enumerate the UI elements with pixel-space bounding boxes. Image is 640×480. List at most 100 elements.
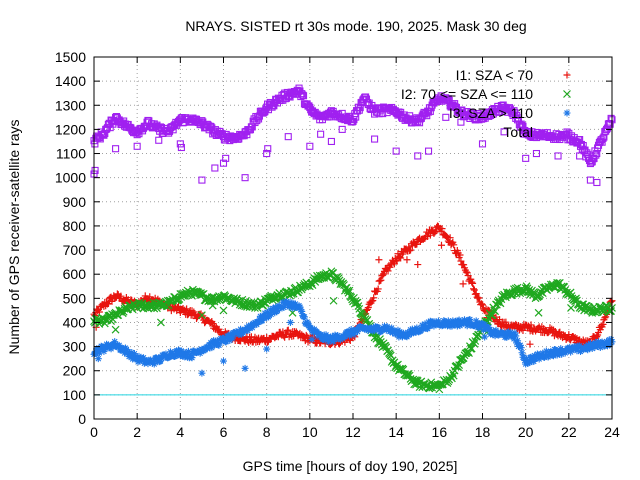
data-point	[285, 303, 293, 311]
data-point	[171, 352, 179, 360]
data-point-glyph	[404, 328, 412, 336]
data-point	[413, 324, 421, 332]
data-point-glyph	[452, 320, 460, 328]
data-point-glyph	[502, 318, 510, 326]
data-point	[127, 352, 135, 360]
data-point-glyph	[188, 354, 196, 362]
outlier-point	[220, 357, 227, 365]
data-point	[374, 285, 382, 293]
data-point-glyph	[175, 302, 183, 310]
data-point-glyph	[512, 332, 520, 340]
x-tick-label: 12	[345, 424, 361, 440]
data-point	[572, 294, 580, 303]
data-point	[386, 351, 395, 360]
data-point	[514, 337, 522, 345]
outlier-point	[567, 304, 575, 312]
data-point-glyph	[405, 331, 413, 339]
data-point-glyph	[482, 325, 490, 333]
data-point-glyph	[374, 285, 382, 293]
data-point	[393, 330, 401, 338]
data-point-glyph	[478, 300, 486, 308]
outlier-point-glyph	[208, 301, 217, 310]
data-point-glyph	[100, 347, 108, 355]
data-point	[512, 332, 520, 340]
data-point-glyph	[319, 335, 327, 343]
data-point	[215, 341, 223, 349]
data-point-glyph	[481, 321, 489, 329]
data-point-glyph	[555, 348, 563, 356]
data-point-glyph	[547, 348, 555, 356]
data-point-glyph	[184, 353, 192, 361]
outlier-point	[593, 178, 601, 187]
data-point-glyph	[465, 349, 473, 358]
data-point	[380, 325, 388, 333]
outlier-point-glyph	[156, 318, 165, 327]
data-point	[343, 286, 352, 295]
data-point-glyph	[317, 331, 325, 339]
data-point	[244, 327, 252, 335]
data-point-glyph	[263, 314, 271, 322]
data-point-glyph	[454, 363, 463, 371]
data-point	[392, 257, 400, 265]
data-point	[490, 330, 498, 338]
x-tick-label: 24	[604, 424, 620, 440]
outlier-point-glyph	[375, 256, 383, 264]
data-point	[462, 318, 470, 326]
outlier-point-glyph	[317, 130, 325, 138]
data-point-glyph	[486, 326, 494, 334]
data-point	[354, 302, 363, 310]
data-point	[182, 349, 190, 357]
series-layer	[90, 84, 616, 394]
outlier-point	[208, 301, 217, 310]
data-point-glyph	[227, 330, 235, 338]
data-point-glyph	[413, 324, 421, 332]
data-point	[284, 326, 292, 334]
data-point	[100, 347, 108, 355]
data-point	[284, 299, 292, 307]
data-point	[516, 341, 524, 349]
data-point-glyph	[203, 345, 211, 353]
data-point	[599, 320, 607, 328]
data-point-glyph	[424, 325, 432, 333]
data-point-glyph	[586, 339, 594, 347]
data-point-glyph	[561, 349, 569, 357]
data-point-glyph	[111, 338, 119, 346]
data-point-glyph	[128, 348, 136, 356]
data-point	[599, 339, 607, 347]
data-point	[416, 327, 424, 335]
data-point-glyph	[184, 347, 192, 355]
y-tick-label: 200	[63, 363, 87, 379]
data-point-glyph	[258, 317, 266, 325]
data-point-glyph	[364, 304, 372, 312]
data-point-glyph	[485, 323, 493, 331]
outlier-point	[198, 176, 206, 184]
data-point-glyph	[438, 225, 446, 233]
data-point	[593, 333, 601, 341]
data-point	[183, 351, 191, 359]
data-point-glyph	[300, 313, 308, 321]
data-point	[174, 351, 182, 359]
data-point	[289, 304, 297, 312]
y-tick-label: 800	[63, 218, 87, 234]
outlier-point-glyph	[112, 145, 120, 153]
data-point-glyph	[273, 307, 281, 315]
data-point	[547, 348, 555, 356]
data-point-glyph	[226, 337, 234, 345]
outlier-point	[198, 369, 206, 377]
data-point	[162, 350, 170, 358]
data-point	[188, 354, 196, 362]
data-point	[226, 337, 234, 345]
data-point	[426, 231, 434, 239]
outlier-point-glyph	[526, 340, 534, 348]
data-point	[441, 317, 449, 325]
data-point	[596, 344, 604, 352]
data-point-glyph	[371, 327, 379, 335]
data-point	[486, 326, 494, 334]
outlier-point-glyph	[155, 136, 163, 144]
data-point	[539, 349, 547, 357]
data-point	[371, 327, 379, 335]
data-point	[595, 338, 603, 346]
data-point	[434, 320, 442, 328]
outlier-point-glyph	[241, 364, 249, 372]
data-point	[117, 292, 125, 300]
